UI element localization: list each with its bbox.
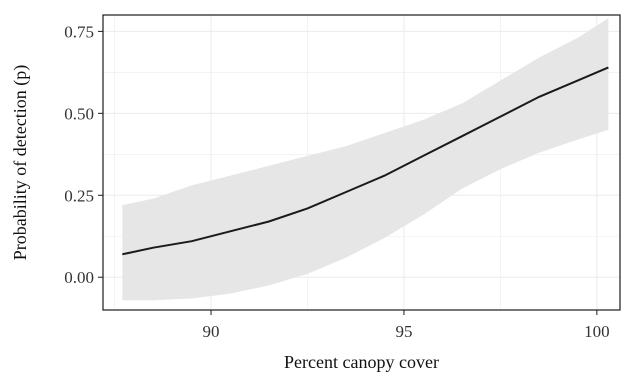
x-tick-label: 95 bbox=[395, 322, 412, 341]
series-line bbox=[122, 66, 609, 256]
y-tick-label: 0.50 bbox=[64, 104, 94, 123]
x-axis-title: Percent canopy cover bbox=[284, 352, 439, 372]
y-axis-title: Probability of detection (p) bbox=[10, 65, 31, 260]
x-axis: 90 95 100 bbox=[203, 310, 610, 341]
y-tick-label: 0.25 bbox=[64, 186, 94, 205]
y-axis: 0.00 0.25 0.50 0.75 bbox=[64, 22, 103, 287]
y-tick-label: 0.75 bbox=[64, 22, 94, 41]
plot-panel-border bbox=[102, 14, 621, 311]
y-tick-label: 0.00 bbox=[64, 268, 94, 287]
x-tick-label: 100 bbox=[584, 322, 610, 341]
confidence-band bbox=[122, 18, 609, 301]
x-tick-label: 90 bbox=[203, 322, 220, 341]
